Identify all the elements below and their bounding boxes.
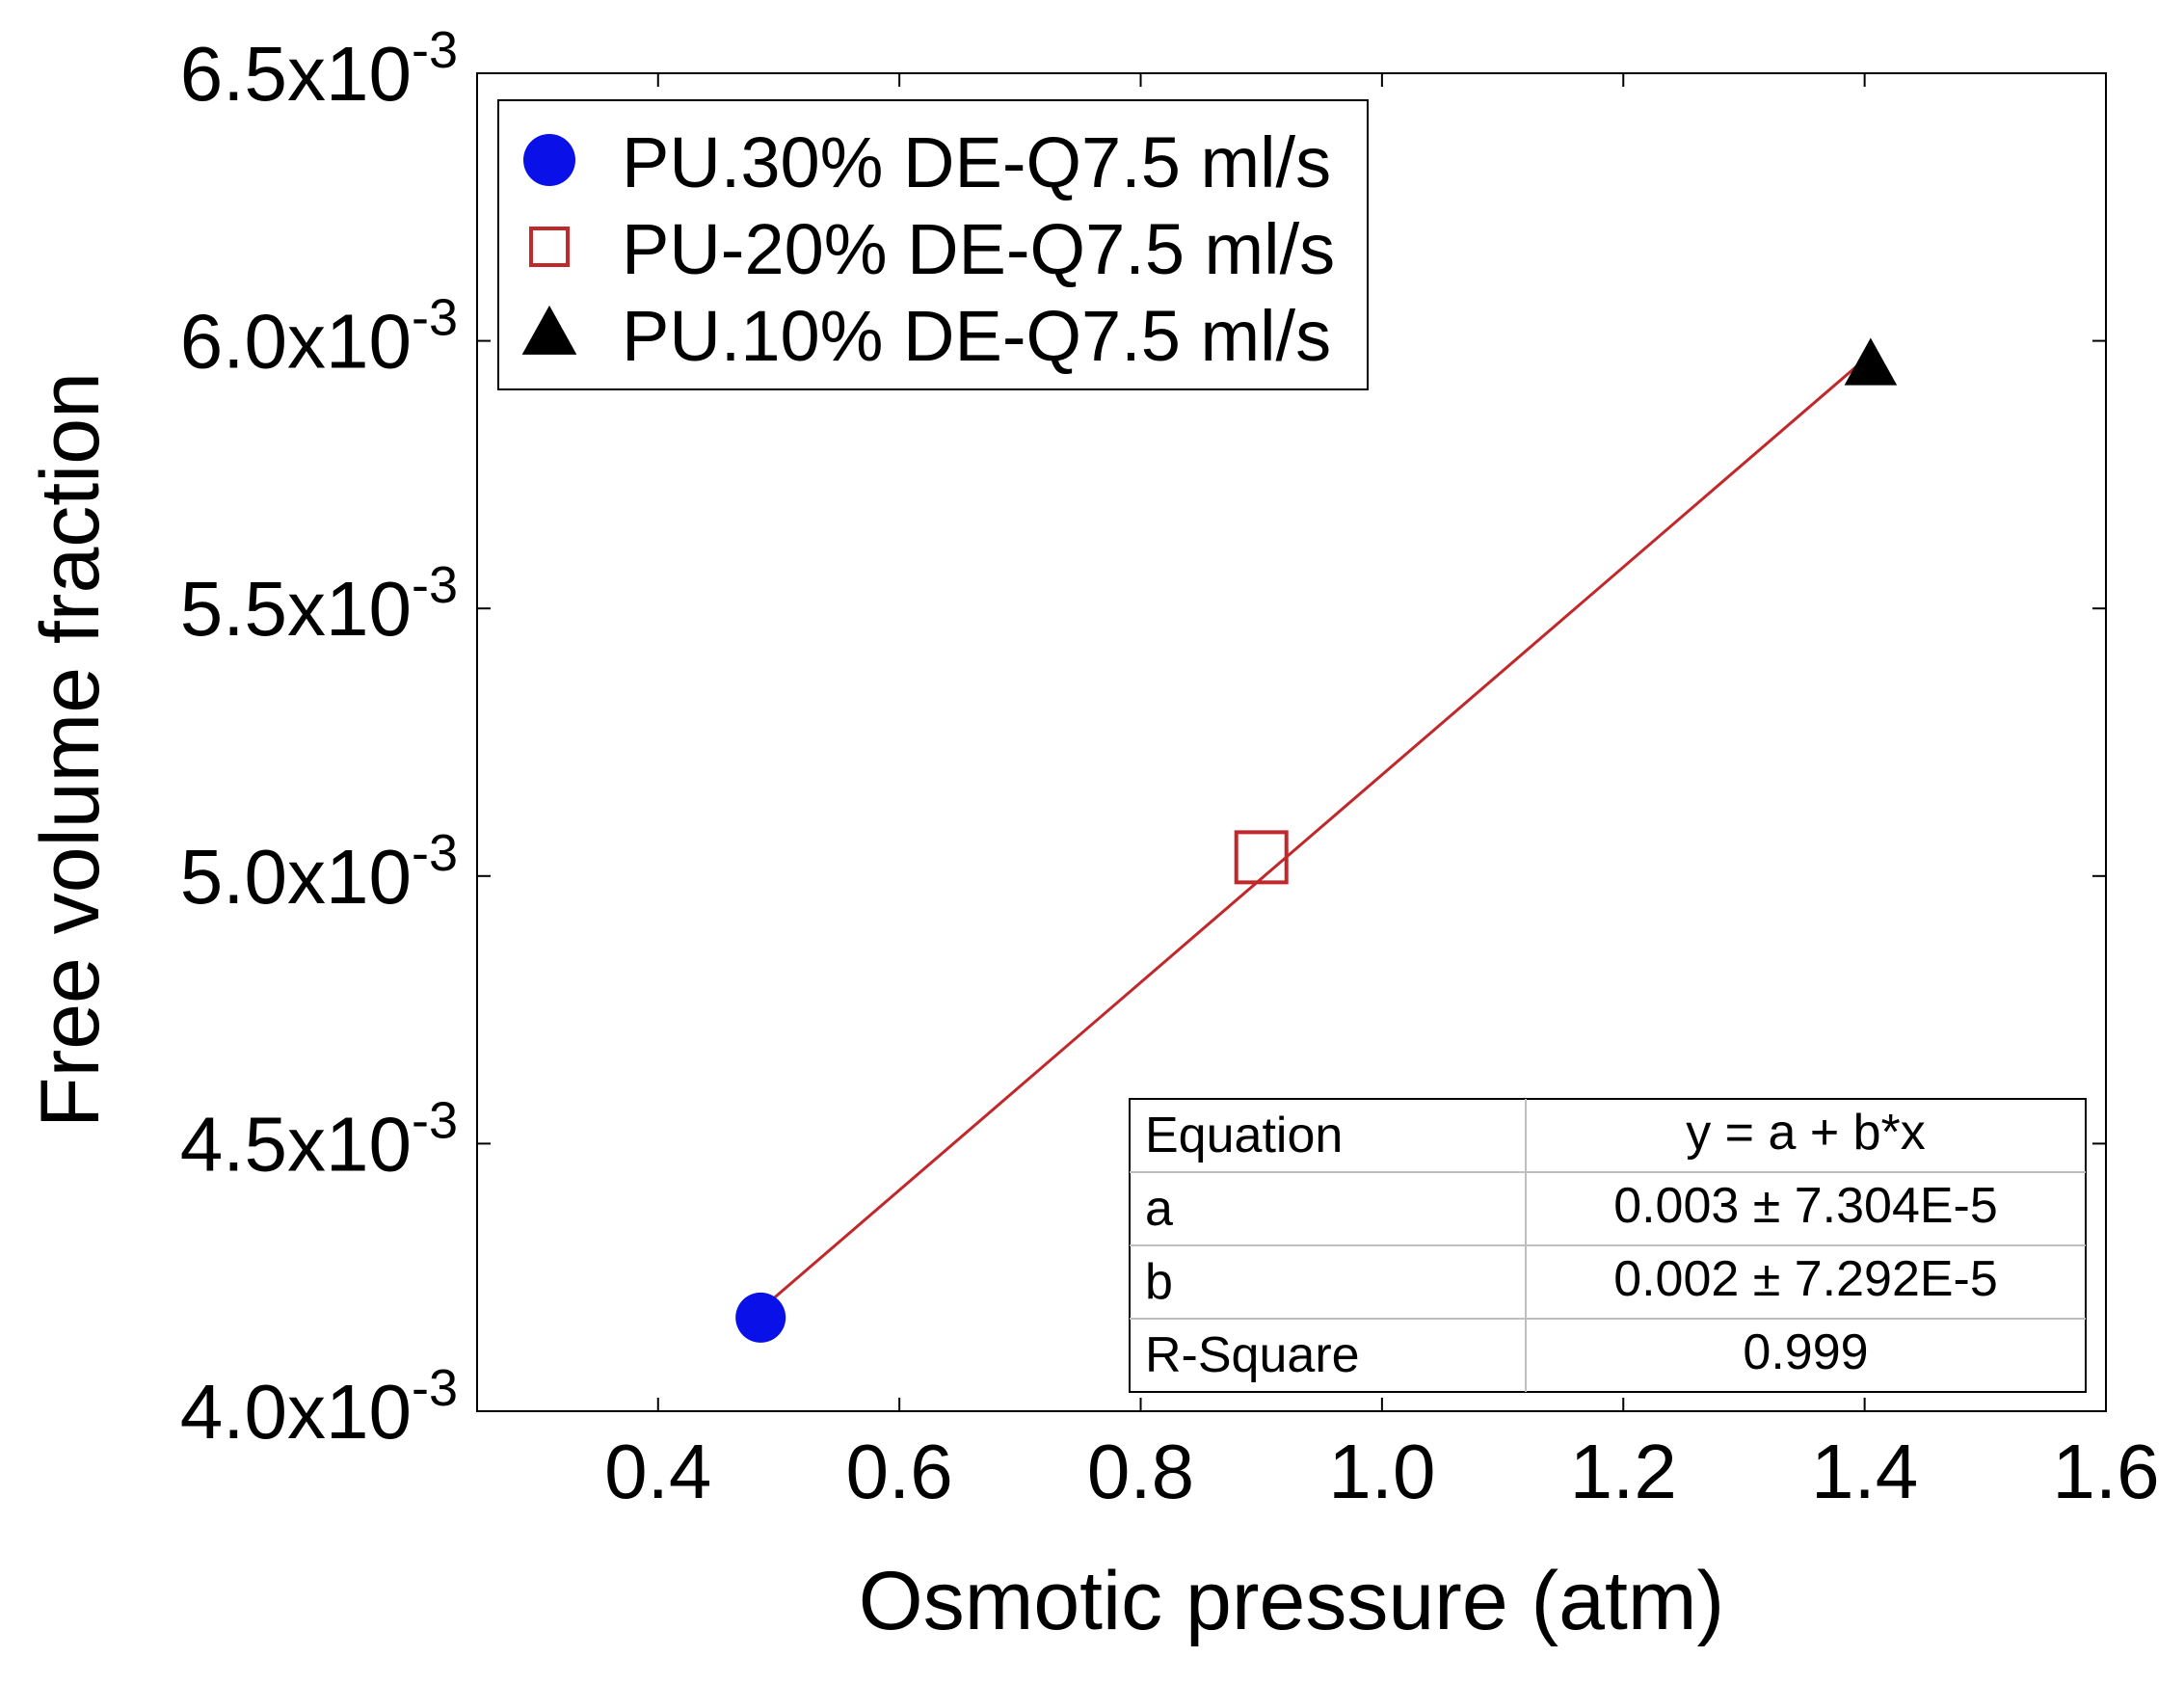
fit-table-value: 0.999 [1743, 1324, 1868, 1380]
y-tick-exponent: -3 [412, 21, 458, 79]
y-tick-exponent: -3 [412, 824, 458, 882]
fit-results-table: Equation y = a + b*x a 0.003 ± 7.304E-5 b 0.0… [1129, 1098, 2087, 1393]
legend-box [497, 99, 1369, 390]
legend-marker [529, 227, 570, 267]
fit-table-label: b [1145, 1254, 1173, 1310]
y-tick-mantissa: 4.5x10 [180, 1101, 412, 1187]
x-tick-label: 1.4 [1811, 1429, 1918, 1514]
fit-table-label: a [1145, 1181, 1173, 1237]
legend-marker [521, 305, 577, 355]
y-tick-mantissa: 6.5x10 [180, 31, 412, 117]
y-tick-label: 6.0x10-3 [180, 289, 458, 385]
x-tick-label: 1.0 [1328, 1429, 1435, 1514]
data-point [1844, 337, 1898, 386]
y-tick-mantissa: 5.0x10 [180, 834, 412, 920]
tick-layer: 0.4 0.6 0.8 1.0 1.2 1.4 1.64.0x10-34.5x10-35.0… [180, 21, 2160, 1514]
y-axis-title: Free volume fraction [24, 372, 117, 1128]
y-tick-mantissa: 4.0x10 [180, 1369, 412, 1455]
y-tick-mantissa: 6.0x10 [180, 299, 412, 385]
y-tick-label: 5.0x10-3 [180, 824, 458, 920]
y-tick-exponent: -3 [412, 1359, 458, 1417]
y-tick-label: 4.5x10-3 [180, 1091, 458, 1187]
y-tick-exponent: -3 [412, 556, 458, 614]
x-tick-label: 0.6 [846, 1429, 953, 1514]
plot-frame [476, 72, 2107, 1412]
y-tick-label: 4.0x10-3 [180, 1359, 458, 1455]
legend: PU.30% DE-Q7.5 ml/sPU-20% DE-Q7.5 ml/sPU… [497, 99, 1369, 390]
fit-line [759, 353, 1872, 1311]
x-axis-title: Osmotic pressure (atm) [859, 1555, 1724, 1647]
x-tick-label: 1.6 [2052, 1429, 2159, 1514]
x-tick-label: 1.2 [1570, 1429, 1677, 1514]
data-point [735, 1292, 786, 1343]
fit-line-layer [759, 353, 1872, 1311]
data-point-layer [735, 337, 1898, 1343]
legend-label: PU.30% DE-Q7.5 ml/s [622, 122, 1331, 202]
legend-label: PU-20% DE-Q7.5 ml/s [622, 209, 1335, 289]
y-tick-exponent: -3 [412, 1091, 458, 1149]
fit-table-label: R-Square [1145, 1327, 1360, 1383]
fit-table-value: 0.002 ± 7.292E-5 [1613, 1251, 1998, 1307]
plot-frame-layer [476, 72, 2107, 1412]
y-tick-mantissa: 5.5x10 [180, 566, 412, 652]
legend-marker [523, 134, 575, 186]
legend-label: PU.10% DE-Q7.5 ml/s [622, 296, 1331, 376]
y-tick-exponent: -3 [412, 289, 458, 347]
y-tick-label: 6.5x10-3 [180, 21, 458, 117]
fit-table-value: 0.003 ± 7.304E-5 [1613, 1178, 1998, 1234]
data-point [1234, 830, 1289, 885]
fit-table-label: Equation [1145, 1108, 1343, 1163]
fit-table-value: y = a + b*x [1686, 1105, 1926, 1161]
x-tick-label: 0.8 [1087, 1429, 1194, 1514]
x-tick-label: 0.4 [604, 1429, 711, 1514]
y-tick-label: 5.5x10-3 [180, 556, 458, 652]
